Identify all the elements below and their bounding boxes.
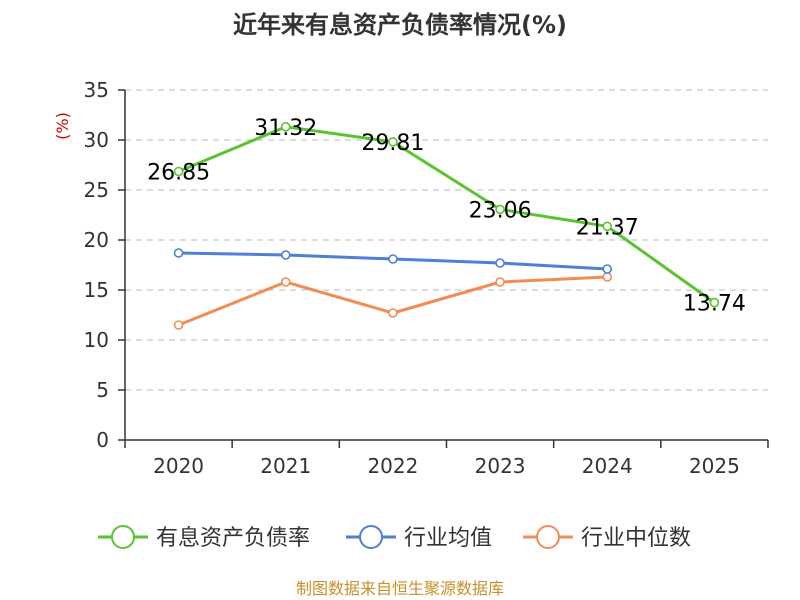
series-1-point-4 — [602, 264, 613, 274]
series-2-point-2 — [388, 308, 398, 318]
x-tick-label-2022: 2022 — [367, 454, 418, 478]
gridlines — [125, 89, 768, 391]
series-2-point-4 — [602, 272, 613, 282]
data-label-2021: 31.32 — [254, 116, 317, 141]
x-tick-label-2025: 2025 — [689, 454, 740, 478]
source-note: 制图数据来自恒生聚源数据库 — [296, 579, 504, 598]
y-tick-label-25: 25 — [84, 178, 109, 202]
y-tick-label-20: 20 — [84, 228, 109, 252]
series-2-point-3 — [495, 277, 505, 287]
legend-marker-0 — [111, 525, 135, 549]
data-labels: 26.85 31.32 29.81 23.06 21.37 13.74 — [147, 116, 746, 317]
y-tick-label-30: 30 — [84, 128, 109, 152]
series-0-point-0 — [173, 166, 184, 177]
legend-label-0: 有息资产负债率 — [156, 526, 310, 551]
legend-label-1: 行业均值 — [404, 526, 492, 551]
series-1-point-0 — [173, 248, 184, 258]
series-0-point-1 — [280, 122, 291, 132]
y-tick-label-10: 10 — [84, 328, 109, 352]
data-label-2024: 21.37 — [576, 215, 639, 240]
series-layer — [173, 122, 720, 330]
series-2-point-1 — [280, 277, 291, 287]
legend-marker-1 — [359, 525, 383, 549]
x-tick-label-2021: 2021 — [260, 454, 311, 478]
y-tick-label-15: 15 — [84, 278, 109, 302]
series-0-point-2 — [388, 137, 398, 147]
series-2-point-0 — [173, 320, 184, 330]
x-tick-label-2020: 2020 — [153, 454, 204, 478]
legend-marker-2 — [536, 525, 560, 549]
series-1-point-1 — [280, 250, 291, 260]
series-line-0 — [178, 125, 716, 304]
series-0-point-3 — [495, 204, 505, 215]
data-label-2023: 23.06 — [469, 198, 532, 223]
legend-label-2: 行业中位数 — [581, 526, 691, 551]
series-1-point-3 — [495, 258, 505, 268]
series-0-point-4 — [602, 221, 613, 232]
y-tick-label-5: 5 — [96, 378, 109, 402]
chart-title: 近年来有息资产负债率情况(%) — [233, 11, 567, 39]
y-axis-label: (%) — [53, 112, 72, 140]
data-label-2022: 29.81 — [361, 131, 424, 156]
data-label-2025: 13.74 — [683, 292, 746, 317]
x-tick-label-2024: 2024 — [582, 454, 633, 478]
y-tick-label-0: 0 — [96, 428, 109, 452]
data-label-2020: 26.85 — [147, 161, 210, 186]
x-tick-label-2023: 2023 — [475, 454, 526, 478]
y-tick-label-35: 35 — [84, 78, 109, 102]
legend: 有息资产负债率 行业均值 行业中位数 — [98, 525, 691, 551]
series-0-point-5 — [709, 297, 720, 308]
series-1-point-2 — [388, 254, 398, 264]
